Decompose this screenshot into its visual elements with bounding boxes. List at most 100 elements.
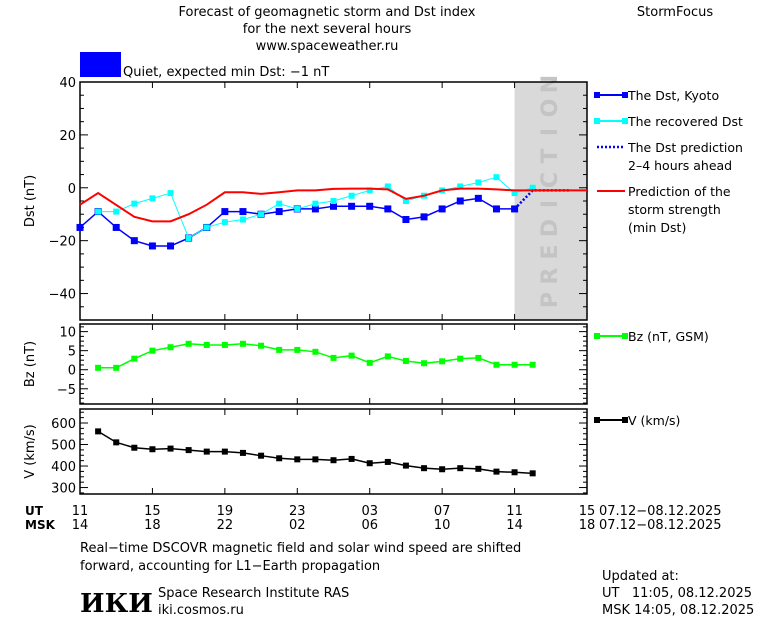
legend-label: The Dst prediction	[627, 140, 743, 155]
data-point	[402, 462, 409, 469]
data-point	[493, 174, 500, 181]
data-point	[366, 187, 373, 194]
brand-name: StormFocus	[637, 5, 713, 20]
legend-marker	[594, 92, 600, 98]
data-point	[239, 208, 247, 216]
y-axis-label: Dst (nT)	[23, 175, 38, 227]
data-point	[149, 446, 156, 453]
legend-label: Bz (nT, GSM)	[628, 329, 709, 344]
data-point	[167, 190, 174, 197]
data-point	[330, 354, 337, 361]
msk-tick-label: 06	[361, 518, 378, 533]
data-point	[276, 455, 283, 462]
data-point	[456, 197, 464, 205]
data-point	[366, 460, 373, 467]
title-line-1: Forecast of geomagnetic storm and Dst in…	[178, 5, 475, 20]
data-point	[475, 465, 482, 472]
data-point	[348, 192, 355, 199]
data-point	[294, 456, 301, 463]
data-point	[167, 242, 175, 250]
data-point	[113, 208, 120, 215]
y-tick-label: 0	[68, 364, 76, 379]
data-point	[457, 355, 464, 362]
data-point	[131, 355, 138, 362]
data-point	[294, 346, 301, 353]
data-point	[167, 445, 174, 452]
data-point	[311, 205, 319, 213]
data-point	[258, 342, 265, 349]
data-point	[113, 439, 120, 446]
prediction-letter: C	[538, 172, 563, 188]
panel-1: 10 5 0 −5 Bz (nT) Bz (nT, GSM)	[23, 323, 709, 405]
data-point	[420, 213, 428, 221]
data-point	[203, 341, 210, 348]
data-point	[185, 340, 192, 347]
data-point	[95, 208, 102, 215]
data-point	[366, 359, 373, 366]
ut-dates: 07.12−08.12.2025	[599, 504, 722, 519]
legend-marker	[622, 118, 628, 124]
ut-tick-label: 11	[72, 504, 89, 519]
panel-2: 600 500 400 300 V (km/s) V (km/s)	[23, 408, 680, 497]
data-point	[185, 235, 192, 242]
prediction-letter: I	[538, 200, 563, 208]
data-point	[474, 194, 482, 202]
data-point	[276, 346, 283, 353]
data-point	[348, 202, 356, 210]
updated-msk: MSK 14:05, 08.12.2025	[602, 603, 754, 618]
data-point	[330, 457, 337, 464]
data-point	[402, 357, 409, 364]
series-line	[98, 343, 533, 369]
y-tick-label: −5	[57, 383, 76, 398]
institute-site: iki.cosmos.ru	[158, 603, 244, 618]
y-tick-label: 10	[59, 326, 76, 341]
data-point	[258, 211, 265, 218]
prediction-letter: P	[538, 292, 563, 308]
msk-tick-label: 14	[506, 518, 523, 533]
data-point	[239, 449, 246, 456]
msk-tick-label: 10	[434, 518, 451, 533]
data-point	[330, 202, 337, 210]
legend-marker	[622, 333, 628, 339]
ut-tick-label: 23	[289, 504, 306, 519]
data-point	[457, 465, 464, 472]
data-point	[149, 195, 156, 202]
data-point	[421, 465, 428, 472]
data-point	[312, 200, 319, 207]
msk-dates: 07.12−08.12.2025	[599, 518, 722, 533]
legend-marker	[594, 333, 600, 339]
y-tick-label: 500	[51, 439, 76, 454]
legend-marker	[622, 92, 628, 98]
institute-name: Space Research Institute RAS	[158, 586, 349, 601]
y-tick-label: 300	[51, 482, 76, 497]
updated-ut: UT 11:05, 08.12.2025	[602, 586, 752, 601]
ut-tick-label: 11	[506, 504, 523, 519]
data-point	[439, 358, 446, 365]
data-point	[384, 353, 391, 360]
data-point	[421, 360, 428, 367]
legend-marker	[594, 417, 600, 423]
prediction-letter: O	[538, 99, 563, 118]
data-point	[457, 183, 464, 190]
prediction-letter: T	[538, 148, 563, 163]
y-tick-label: 20	[59, 129, 76, 144]
data-point	[492, 205, 500, 213]
data-point	[402, 198, 409, 204]
ut-tick-label: 07	[434, 504, 451, 519]
data-point	[239, 216, 246, 223]
data-point	[312, 456, 319, 463]
data-point	[511, 469, 518, 476]
msk-tick-label: 02	[289, 518, 306, 533]
legend-label: The Dst, Kyoto	[627, 88, 719, 103]
footer-note-2: forward, accounting for L1−Earth propaga…	[80, 559, 380, 574]
data-point	[239, 340, 246, 347]
ut-tick-label: 15	[144, 504, 161, 519]
ut-label: UT	[25, 504, 44, 518]
y-tick-label: −20	[49, 235, 76, 250]
prediction-letter: E	[538, 244, 563, 259]
data-point	[348, 455, 355, 462]
data-point	[258, 452, 265, 459]
data-point	[221, 448, 228, 455]
msk-tick-label: 18	[144, 518, 161, 533]
series-line	[97, 430, 533, 475]
